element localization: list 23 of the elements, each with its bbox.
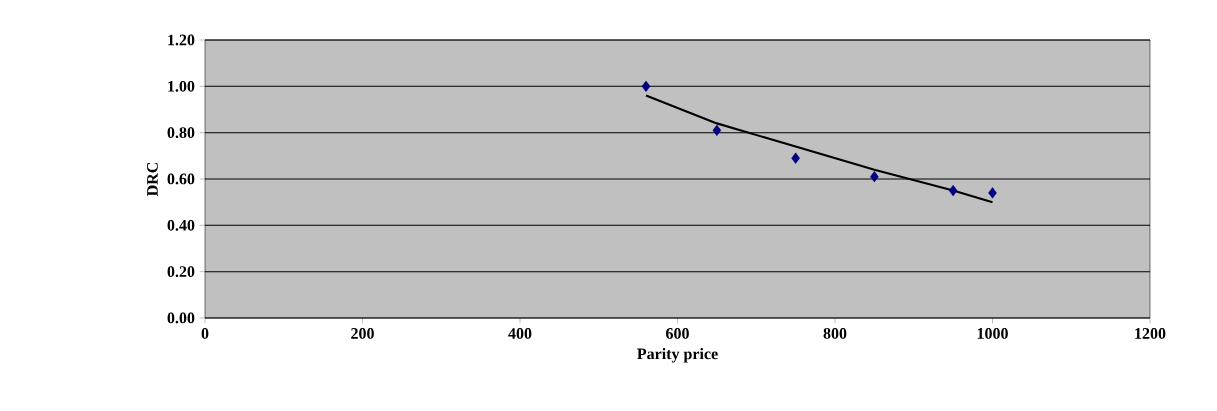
point [948, 184, 958, 197]
x-tick-label: 400 [508, 328, 532, 339]
point [988, 187, 997, 199]
y-tick-label: 0.60 [167, 173, 195, 185]
x-tick-label: 800 [823, 328, 847, 339]
point [712, 124, 722, 136]
x-tick-label: 1200 [1135, 328, 1166, 339]
point [791, 152, 800, 164]
point [870, 171, 879, 183]
y-axis-title: DRC [147, 162, 158, 197]
x-tick-label: 200 [351, 328, 374, 339]
point [641, 80, 651, 92]
x-tick-label: 600 [666, 328, 689, 339]
y-tick-label: 0.40 [167, 219, 195, 231]
y-tick-label: 1.00 [168, 80, 195, 92]
x-tick-label: 0 [201, 328, 209, 339]
y-tick-label: 0.00 [167, 312, 195, 324]
x-axis-title: Parity price [637, 347, 718, 363]
x-tick-label: 1000 [977, 328, 1008, 339]
y-tick-label: 0.20 [167, 266, 195, 278]
y-tick-label: 0.80 [167, 127, 195, 139]
line-series [644, 94, 994, 204]
y-tick-label: 1.20 [168, 34, 195, 46]
